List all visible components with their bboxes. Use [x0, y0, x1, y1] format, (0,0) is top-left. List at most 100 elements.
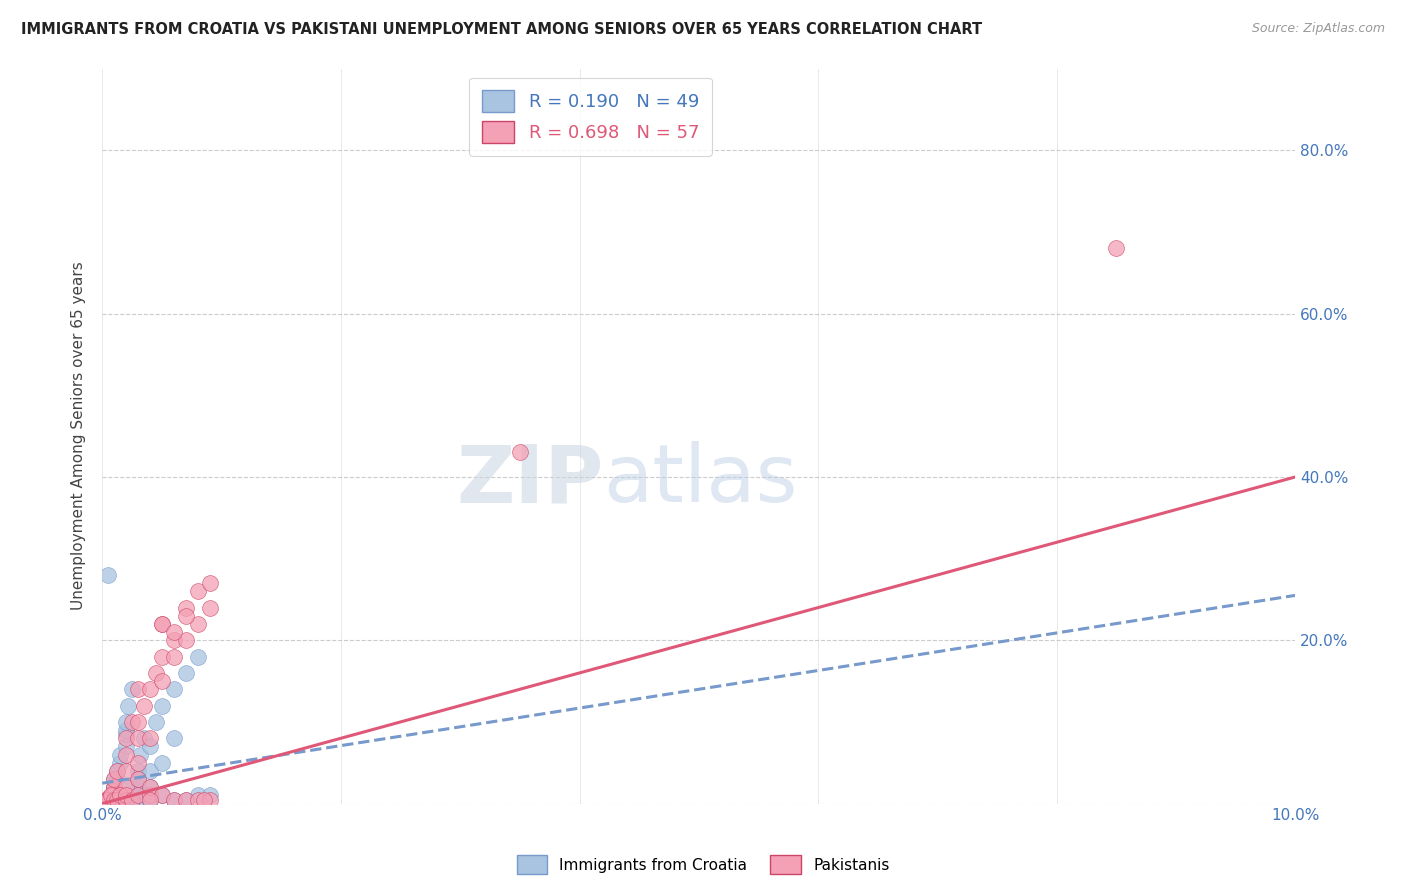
Point — [115, 789, 138, 803]
Point — [174, 665, 197, 680]
Point — [97, 792, 120, 806]
Point — [103, 780, 125, 795]
Point — [103, 792, 125, 806]
Point — [127, 789, 149, 803]
Point — [103, 789, 125, 803]
Point — [121, 792, 143, 806]
Point — [132, 789, 155, 803]
Point — [139, 682, 162, 697]
Point — [103, 784, 125, 798]
Legend: Immigrants from Croatia, Pakistanis: Immigrants from Croatia, Pakistanis — [510, 849, 896, 880]
Point — [129, 747, 152, 762]
Point — [115, 714, 138, 729]
Point — [193, 792, 215, 806]
Point — [103, 780, 125, 795]
Point — [1105, 241, 1128, 255]
Point — [150, 789, 173, 803]
Point — [103, 789, 125, 803]
Point — [103, 784, 125, 798]
Point — [103, 772, 125, 786]
Point — [139, 792, 162, 806]
Point — [96, 792, 118, 806]
Point — [139, 792, 162, 806]
Point — [108, 789, 131, 803]
Point — [132, 698, 155, 713]
Point — [139, 780, 162, 795]
Point — [127, 772, 149, 786]
Point — [198, 600, 221, 615]
Point — [115, 792, 138, 806]
Point — [163, 682, 186, 697]
Point — [115, 723, 138, 738]
Point — [105, 772, 128, 786]
Point — [105, 792, 128, 806]
Point — [127, 789, 149, 803]
Text: atlas: atlas — [603, 442, 797, 519]
Point — [139, 789, 162, 803]
Point — [150, 616, 173, 631]
Point — [94, 792, 117, 806]
Point — [150, 616, 173, 631]
Point — [121, 780, 143, 795]
Point — [187, 649, 209, 664]
Point — [97, 568, 120, 582]
Point — [132, 731, 155, 746]
Point — [187, 789, 209, 803]
Point — [117, 698, 139, 713]
Point — [94, 792, 117, 806]
Point — [115, 789, 138, 803]
Point — [127, 756, 149, 770]
Point — [100, 792, 122, 806]
Point — [97, 792, 120, 806]
Point — [163, 649, 186, 664]
Point — [115, 747, 138, 762]
Point — [115, 792, 138, 806]
Point — [105, 764, 128, 778]
Point — [150, 698, 173, 713]
Point — [127, 682, 149, 697]
Point — [103, 789, 125, 803]
Point — [187, 616, 209, 631]
Point — [150, 756, 173, 770]
Point — [174, 600, 197, 615]
Point — [163, 625, 186, 640]
Text: Source: ZipAtlas.com: Source: ZipAtlas.com — [1251, 22, 1385, 36]
Point — [115, 764, 138, 778]
Point — [103, 772, 125, 786]
Point — [108, 789, 131, 803]
Point — [100, 790, 122, 805]
Point — [121, 714, 143, 729]
Point — [127, 764, 149, 778]
Point — [139, 780, 162, 795]
Point — [174, 792, 197, 806]
Point — [163, 792, 186, 806]
Point — [139, 764, 162, 778]
Point — [187, 792, 209, 806]
Point — [174, 633, 197, 648]
Point — [121, 682, 143, 697]
Text: IMMIGRANTS FROM CROATIA VS PAKISTANI UNEMPLOYMENT AMONG SENIORS OVER 65 YEARS CO: IMMIGRANTS FROM CROATIA VS PAKISTANI UNE… — [21, 22, 983, 37]
Point — [187, 584, 209, 599]
Point — [115, 780, 138, 795]
Point — [105, 764, 128, 778]
Y-axis label: Unemployment Among Seniors over 65 years: Unemployment Among Seniors over 65 years — [72, 261, 86, 610]
Point — [108, 756, 131, 770]
Point — [198, 789, 221, 803]
Point — [127, 772, 149, 786]
Point — [150, 789, 173, 803]
Point — [115, 727, 138, 741]
Point — [139, 739, 162, 754]
Point — [108, 747, 131, 762]
Point — [127, 731, 149, 746]
Point — [127, 780, 149, 795]
Point — [103, 780, 125, 795]
Point — [115, 731, 138, 746]
Text: ZIP: ZIP — [456, 442, 603, 519]
Point — [145, 665, 167, 680]
Point — [145, 714, 167, 729]
Point — [127, 714, 149, 729]
Point — [174, 792, 197, 806]
Point — [163, 731, 186, 746]
Point — [174, 608, 197, 623]
Point — [150, 674, 173, 689]
